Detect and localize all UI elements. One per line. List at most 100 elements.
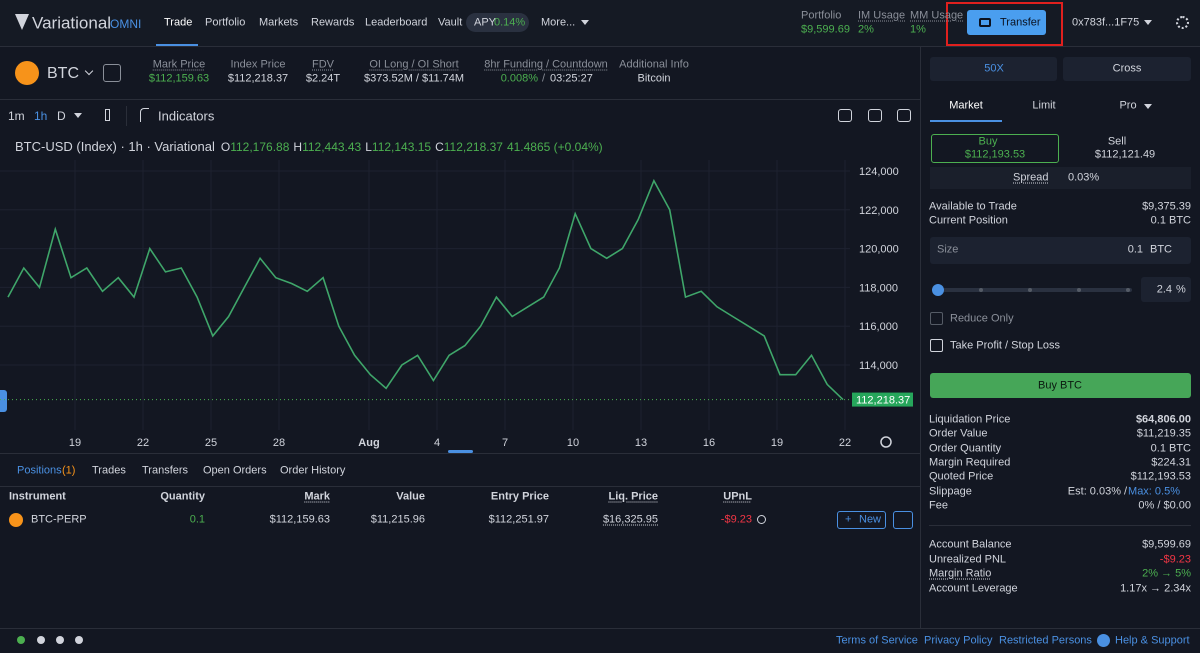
- wallet-address[interactable]: 0x783f...1F75: [1072, 16, 1140, 29]
- new-label[interactable]: New: [859, 513, 882, 526]
- spread-label: Spread: [1013, 171, 1049, 184]
- slider-tick: [979, 288, 983, 292]
- x-tick-label: Aug: [358, 437, 379, 449]
- nav-link[interactable]: Trade: [164, 16, 193, 29]
- tool-icon[interactable]: [897, 109, 911, 122]
- order-type[interactable]: Limit: [1032, 99, 1056, 112]
- footer-link[interactable]: Help & Support: [1115, 634, 1190, 647]
- cell: $112,251.97: [488, 513, 549, 526]
- caret: [581, 20, 589, 25]
- nav-link[interactable]: Rewards: [311, 16, 355, 29]
- separator: /: [1123, 485, 1127, 497]
- account-label: Margin Ratio: [929, 567, 992, 580]
- active-underline: [930, 120, 1002, 122]
- social-icon[interactable]: [56, 636, 64, 644]
- settings-icon: [880, 436, 892, 448]
- more-menu[interactable]: More...: [541, 16, 576, 29]
- indicators-button[interactable]: Indicators: [158, 108, 215, 124]
- slider-track[interactable]: [935, 288, 1132, 292]
- favorite-box[interactable]: [103, 64, 121, 82]
- margin-button[interactable]: [1063, 57, 1191, 81]
- tab[interactable]: Positions: [17, 464, 62, 477]
- logo: Variational: [32, 13, 112, 33]
- nav-link[interactable]: Leaderboard: [365, 16, 428, 29]
- margin-mode[interactable]: Cross: [1112, 62, 1142, 75]
- cell: 0.1: [189, 513, 205, 526]
- share-icon[interactable]: [757, 515, 766, 524]
- interval[interactable]: 1h: [34, 109, 48, 123]
- chart-legend: BTC-USD (Index) · 1h · Variational O 112,1…: [15, 140, 603, 153]
- candle-icon: [105, 109, 110, 121]
- detail-label: Fee: [929, 499, 948, 512]
- caret: [1144, 20, 1152, 25]
- account-label: Account Balance: [929, 538, 1012, 551]
- footer-link[interactable]: Terms of Service: [836, 634, 918, 647]
- nav-link[interactable]: Markets: [259, 16, 299, 29]
- ticker-value: Bitcoin: [637, 72, 671, 85]
- x-tick-label: 13: [635, 437, 647, 449]
- ohlc-value: 112,443.43: [302, 140, 362, 154]
- pct-input[interactable]: [1141, 277, 1191, 302]
- tool-icon[interactable]: [838, 109, 852, 122]
- tab[interactable]: Trades: [92, 464, 126, 477]
- size-value: 0.1: [1127, 243, 1143, 256]
- tab[interactable]: Order History: [280, 464, 346, 477]
- detail-value: 0.1 BTC: [1150, 442, 1191, 455]
- detail-value: $11,219.35: [1136, 427, 1191, 440]
- social-icon[interactable]: [37, 636, 45, 644]
- detail-label: Margin Required: [929, 456, 1011, 469]
- leverage[interactable]: 50X: [984, 62, 1004, 75]
- settings-icon[interactable]: [1176, 16, 1189, 29]
- order-type[interactable]: Market: [949, 99, 983, 112]
- buy-box[interactable]: [931, 134, 1059, 163]
- size-label: Size: [937, 243, 959, 256]
- nav-link[interactable]: Vault: [438, 16, 463, 29]
- slider-thumb[interactable]: [932, 284, 944, 296]
- tab[interactable]: Transfers: [142, 464, 189, 477]
- y-tick-label: 122,000: [859, 205, 899, 217]
- order-type[interactable]: Pro: [1119, 99, 1137, 112]
- ohlc-value: 112,176.88: [230, 140, 290, 154]
- new-button[interactable]: [837, 511, 886, 529]
- sell-label[interactable]: Sell: [1107, 135, 1127, 148]
- scroll-handle: [448, 450, 473, 453]
- interval[interactable]: D: [57, 109, 66, 123]
- submit-button[interactable]: [930, 373, 1191, 398]
- x-tick-label: 22: [839, 437, 851, 449]
- stat-label: Portfolio: [801, 9, 842, 22]
- buy-label[interactable]: Buy: [978, 135, 998, 148]
- ticker-value: $112,218.37: [227, 72, 289, 85]
- ticker-label: Additional Info: [619, 58, 689, 71]
- divider: [126, 106, 127, 126]
- count: (1): [62, 464, 76, 477]
- detail-value: $64,806.00: [1135, 413, 1191, 426]
- side-tab[interactable]: [0, 390, 7, 412]
- social-icon[interactable]: [75, 636, 83, 644]
- footer: [0, 628, 1200, 653]
- info-label: Current Position: [929, 214, 1008, 227]
- leverage-button[interactable]: [930, 57, 1057, 81]
- buy-price[interactable]: $112,193.53: [964, 148, 1026, 161]
- interval[interactable]: 1m: [8, 109, 25, 123]
- close-button[interactable]: [893, 511, 913, 529]
- sell-price[interactable]: $112,121.49: [1094, 148, 1156, 161]
- plus-icon: +: [845, 513, 852, 526]
- checkbox[interactable]: [930, 312, 943, 325]
- tool-icon[interactable]: [868, 109, 882, 122]
- footer-link[interactable]: Privacy Policy: [924, 634, 993, 647]
- transfer-label[interactable]: Transfer: [1000, 16, 1041, 29]
- footer-link[interactable]: Restricted Persons: [999, 634, 1092, 647]
- logo-mark: [15, 14, 29, 30]
- x-tick-label: 4: [434, 437, 440, 449]
- column-header: Quantity: [160, 490, 205, 503]
- y-tick-label: 124,000: [859, 166, 899, 178]
- last-price-badge: [852, 392, 913, 407]
- submit-label[interactable]: Buy BTC: [1037, 379, 1083, 392]
- checkbox[interactable]: [930, 339, 943, 352]
- reduce-only: Reduce Only: [950, 312, 1014, 325]
- size-input[interactable]: [930, 237, 1191, 264]
- tab[interactable]: Open Orders: [203, 464, 267, 477]
- apy-label: APY: [474, 16, 497, 29]
- ohlc-value: 112,143.15: [371, 140, 432, 154]
- nav-link[interactable]: Portfolio: [205, 16, 246, 29]
